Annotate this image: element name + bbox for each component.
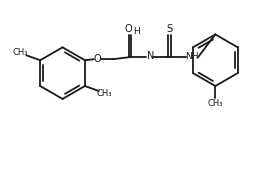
Text: O: O xyxy=(94,54,102,64)
Text: S: S xyxy=(166,24,172,35)
Text: NH: NH xyxy=(185,52,199,61)
Text: H: H xyxy=(133,27,140,36)
Text: CH₃: CH₃ xyxy=(13,48,28,57)
Text: CH₃: CH₃ xyxy=(208,99,223,108)
Text: CH₃: CH₃ xyxy=(97,90,112,98)
Text: N: N xyxy=(147,51,154,61)
Text: O: O xyxy=(125,24,132,35)
